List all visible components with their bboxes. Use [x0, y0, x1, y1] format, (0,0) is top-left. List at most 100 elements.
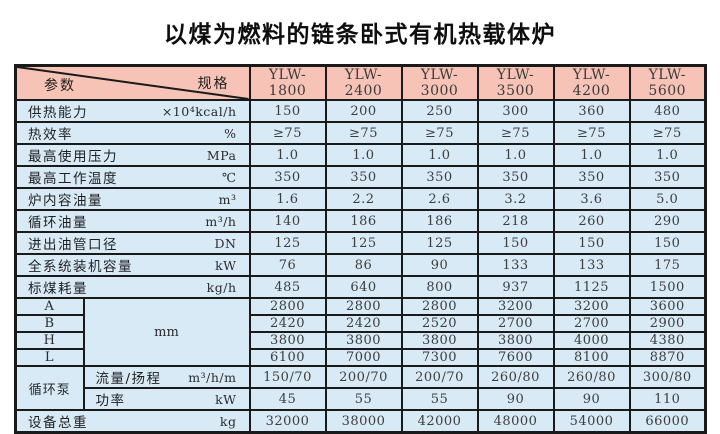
dim-label: H — [14, 331, 85, 350]
cell: 2700 — [476, 314, 555, 333]
cell: ≥75 — [324, 121, 403, 145]
cell: 260/80 — [476, 365, 555, 389]
cell: 1125 — [552, 275, 631, 299]
cell: ≥75 — [476, 121, 555, 145]
cell: 2800 — [400, 297, 479, 316]
cell: 133 — [476, 253, 555, 277]
row-label: 流量/扬程 — [95, 371, 162, 387]
cell: 2420 — [248, 314, 327, 333]
cell: 3800 — [248, 331, 327, 350]
cell: 86 — [324, 253, 403, 277]
cell: 90 — [476, 387, 555, 411]
cell: 2.6 — [400, 187, 479, 211]
cell: 3.6 — [552, 187, 631, 211]
table-row: 供热能力 ×10⁴kcal/h 150 200 250 300 360 480 — [14, 99, 707, 123]
cell: 290 — [628, 209, 707, 233]
cell: 1.0 — [628, 143, 707, 167]
table-row: 全系统装机容量 kW 76 86 90 133 133 175 — [14, 253, 707, 277]
table-row: 循环油量 m³/h 140 186 186 218 260 290 — [14, 209, 707, 233]
cell: 300 — [476, 99, 555, 123]
row-header: 流量/扬程 m³/h/m — [82, 365, 251, 389]
spec-table: 规格 参数 YLW-1800 YLW-2400 YLW-3000 YLW-350… — [14, 64, 707, 434]
dim-label: A — [14, 297, 85, 316]
row-unit: ×10⁴kcal/h — [161, 103, 237, 119]
table-row: 最高工作温度 ℃ 350 350 350 350 350 350 — [14, 165, 707, 189]
cell: 350 — [628, 165, 707, 189]
row-unit: ℃ — [222, 169, 237, 185]
cell: 3600 — [628, 297, 707, 316]
row-label: 设备总重 — [28, 415, 88, 431]
row-header: 全系统装机容量 kW — [14, 253, 251, 277]
row-label: 循环油量 — [28, 215, 88, 231]
cell: 1.0 — [552, 143, 631, 167]
row-unit: DN — [214, 235, 237, 251]
row-header: 标煤耗量 kg/h — [14, 275, 251, 299]
cell: 133 — [552, 253, 631, 277]
cell: 8870 — [628, 348, 707, 367]
cell: 6100 — [248, 348, 327, 367]
cell: 76 — [248, 253, 327, 277]
cell: 1.0 — [248, 143, 327, 167]
row-header: 供热能力 ×10⁴kcal/h — [14, 99, 251, 123]
table-row: 进出油管口径 DN 125 125 125 150 150 150 — [14, 231, 707, 255]
row-label: 功率 — [95, 393, 126, 409]
cell: 2800 — [248, 297, 327, 316]
cell: 2420 — [324, 314, 403, 333]
cell: 4380 — [628, 331, 707, 350]
cell: 1.0 — [324, 143, 403, 167]
cell: 125 — [248, 231, 327, 255]
dim-unit: mm — [82, 297, 251, 367]
cell: 150 — [552, 231, 631, 255]
table-row: B 2420 2420 2520 2700 2700 2900 — [14, 314, 707, 333]
cell: 1.0 — [400, 143, 479, 167]
cell: 3800 — [324, 331, 403, 350]
column-header: YLW-1800 — [248, 64, 327, 101]
row-header: 循环油量 m³/h — [14, 209, 251, 233]
cell: 200 — [324, 99, 403, 123]
cell: 2.2 — [324, 187, 403, 211]
corner-param-label: 参数 — [44, 78, 76, 94]
row-unit: % — [224, 125, 237, 141]
cell: 3800 — [400, 331, 479, 350]
cell: 350 — [324, 165, 403, 189]
cell: 150 — [476, 231, 555, 255]
table-row: 热效率% ≥75 ≥75 ≥75 ≥75 ≥75 ≥75 — [14, 121, 707, 145]
row-unit: m³/h — [205, 213, 237, 229]
cell: ≥75 — [628, 121, 707, 145]
row-label: 热效率 — [28, 127, 73, 143]
pump-label: 循环泵 — [14, 365, 85, 411]
row-header: 功率 kW — [82, 387, 251, 411]
cell: 110 — [628, 387, 707, 411]
cell: 2800 — [324, 297, 403, 316]
cell: 200/70 — [400, 365, 479, 389]
cell: 485 — [248, 275, 327, 299]
corner-cell: 规格 参数 — [14, 64, 251, 101]
cell: 260 — [552, 209, 631, 233]
cell: 66000 — [628, 409, 707, 434]
cell: 1.6 — [248, 187, 327, 211]
page-title: 以煤为燃料的链条卧式有机热载体炉 — [164, 22, 556, 48]
cell: ≥75 — [552, 121, 631, 145]
table-row: 标煤耗量 kg/h 485 640 800 937 1125 1500 — [14, 275, 707, 299]
cell: 7000 — [324, 348, 403, 367]
cell: 3200 — [476, 297, 555, 316]
row-unit: kW — [215, 391, 237, 407]
cell: 200/70 — [324, 365, 403, 389]
cell: 4000 — [552, 331, 631, 350]
cell: 186 — [324, 209, 403, 233]
row-header: 设备总重 kg — [14, 409, 251, 434]
cell: 800 — [400, 275, 479, 299]
cell: 125 — [324, 231, 403, 255]
table-row: H 3800 3800 3800 3800 4000 4380 — [14, 331, 707, 350]
cell: 218 — [476, 209, 555, 233]
cell: 2700 — [552, 314, 631, 333]
cell: 54000 — [552, 409, 631, 434]
row-header: 最高工作温度 ℃ — [14, 165, 251, 189]
table-row: 功率 kW 45 55 55 90 90 110 — [16, 387, 707, 411]
table-row: 循环泵 流量/扬程 m³/h/m 150/70 200/70 200/70 260… — [14, 365, 707, 411]
cell: 150/70 — [248, 365, 327, 389]
cell: 3.2 — [476, 187, 555, 211]
cell: 250 — [400, 99, 479, 123]
row-label: 全系统装机容量 — [28, 259, 133, 275]
row-unit: kg/h — [206, 279, 237, 295]
